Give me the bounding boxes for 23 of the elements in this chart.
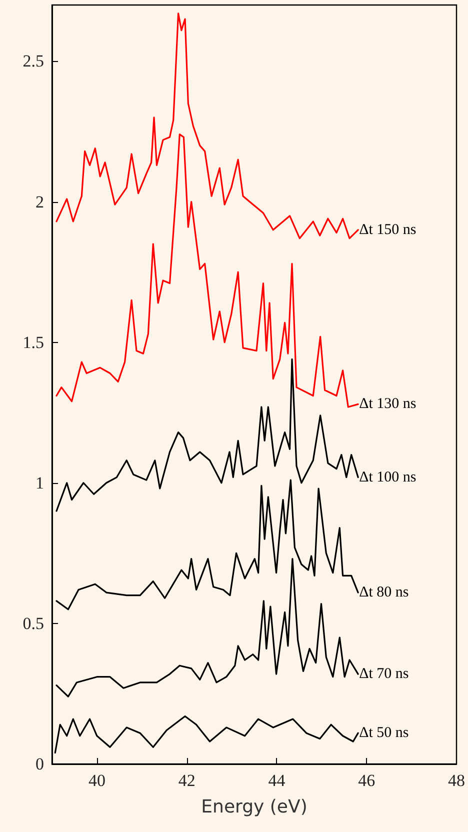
- series-label: Δt 150 ns: [359, 222, 416, 238]
- line-series: [56, 358, 359, 512]
- x-tick-label: 44: [268, 771, 286, 790]
- x-tick-label: 40: [88, 771, 106, 790]
- y-tick-label: 1.5: [22, 332, 44, 352]
- line-series: [56, 558, 359, 698]
- series-label: Δt 130 ns: [359, 396, 416, 412]
- y-tick-label: 0.5: [22, 614, 44, 633]
- line-series: [56, 134, 359, 408]
- line-series: [56, 12, 359, 240]
- series-label: Δt 80 ns: [359, 584, 409, 601]
- series-label: Δt 50 ns: [359, 725, 409, 742]
- series-label: Δt 100 ns: [359, 469, 416, 486]
- x-tick-label: 48: [448, 771, 465, 790]
- x-tick-label: 42: [178, 771, 196, 790]
- line-series: [56, 479, 359, 610]
- x-axis-title: Energy (eV): [201, 796, 308, 818]
- x-tick-label: 46: [358, 771, 376, 790]
- y-tick-label: 1: [36, 473, 44, 492]
- y-tick-label: 2.5: [22, 52, 44, 71]
- y-tick-label: 2: [36, 192, 44, 212]
- series-label: Δt 70 ns: [359, 666, 409, 682]
- y-tick-label: 0: [36, 754, 44, 774]
